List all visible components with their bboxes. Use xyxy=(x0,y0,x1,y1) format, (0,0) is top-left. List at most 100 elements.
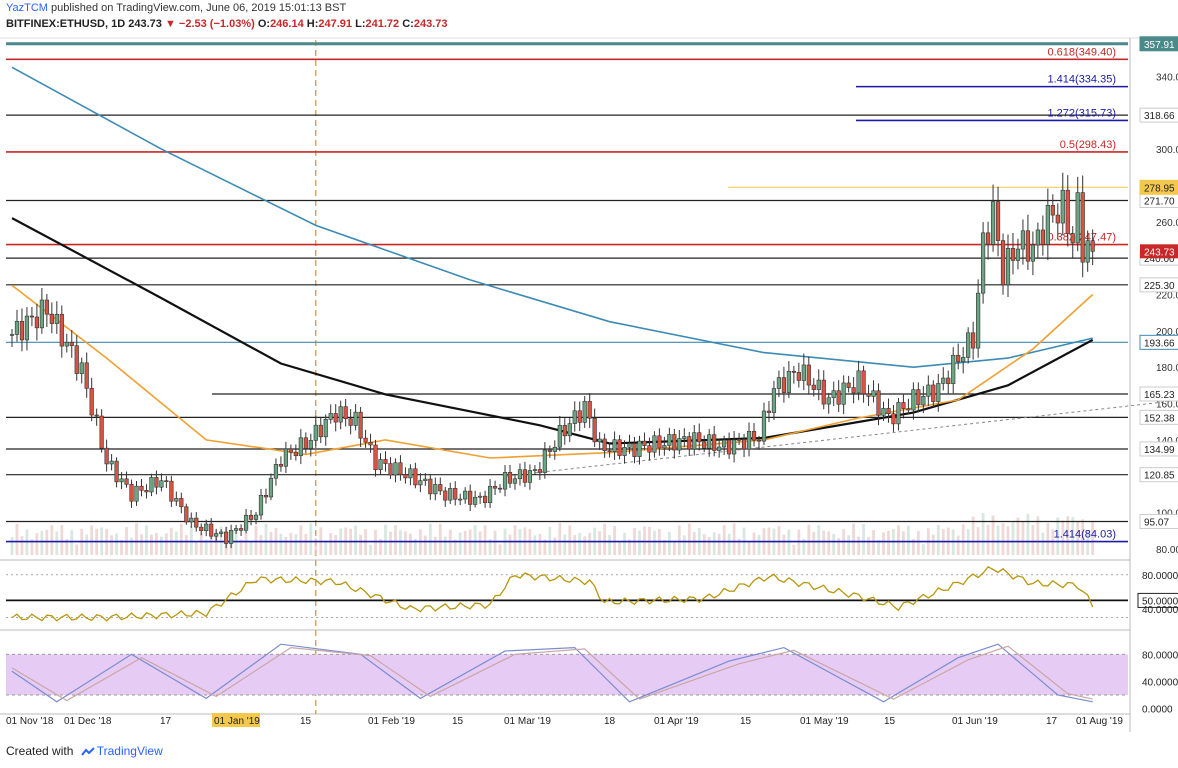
volume-bar xyxy=(140,534,143,555)
candle-body xyxy=(1070,233,1075,244)
symbol-info: BITFINEX:ETHUSD, 1D 243.73 ▼ −2.53 (−1.0… xyxy=(6,18,447,30)
candle-body xyxy=(751,431,757,441)
candle-body xyxy=(358,411,363,439)
price-level-tag xyxy=(1139,277,1178,293)
candle-body xyxy=(697,432,702,443)
candle-body xyxy=(248,514,254,520)
candle-body xyxy=(552,446,557,452)
price-level-tag xyxy=(1139,334,1178,350)
volume-bar xyxy=(60,525,64,555)
candle-body xyxy=(622,447,627,456)
candle-body xyxy=(363,437,368,443)
volume-bar xyxy=(30,539,34,555)
volume-bar xyxy=(643,526,646,555)
volume-bar xyxy=(1016,517,1020,555)
volume-bar xyxy=(882,532,885,555)
volume-bar xyxy=(687,523,691,555)
tradingview-brand[interactable]: TradingView xyxy=(96,744,163,758)
volume-bar xyxy=(672,540,676,555)
volume-bar xyxy=(1021,521,1025,555)
candle-body xyxy=(303,437,308,449)
volume-bar xyxy=(1006,526,1010,555)
candle-body xyxy=(338,406,343,423)
volume-bar xyxy=(384,524,387,555)
candle-body xyxy=(238,528,244,531)
candle-body xyxy=(896,402,901,425)
moving-average-line xyxy=(11,66,1093,369)
volume-bar xyxy=(692,532,696,555)
candle-body xyxy=(826,397,831,405)
candle-body xyxy=(682,436,687,439)
volume-bar xyxy=(852,523,856,555)
candle-body xyxy=(980,232,986,294)
volume-bar xyxy=(130,537,133,555)
volume-bar xyxy=(513,525,517,555)
candle-body xyxy=(707,434,712,449)
publish-info: YazTCM published on TradingView.com, Jun… xyxy=(6,2,346,14)
price-tick-label: 300.00 xyxy=(1156,145,1178,156)
current-price-tag xyxy=(1140,244,1178,259)
candle-body xyxy=(144,490,149,493)
volume-bar xyxy=(189,525,193,555)
volume-bar xyxy=(493,530,497,555)
volume-bar xyxy=(931,534,935,555)
volume-bar xyxy=(1066,516,1070,555)
candle-body xyxy=(109,460,114,465)
low-value: 241.72 xyxy=(365,18,400,30)
volume-bar xyxy=(115,533,118,555)
date-tick-label: 01 Feb '19 xyxy=(368,716,415,727)
candle-body xyxy=(69,341,74,346)
price-tick-label: 220.00 xyxy=(1156,290,1178,301)
price-level-tag xyxy=(1139,107,1178,123)
volume-bar xyxy=(563,534,567,555)
volume-bar xyxy=(85,534,89,555)
candle-body xyxy=(891,413,896,425)
candle-body xyxy=(348,418,353,426)
low-label: L: xyxy=(355,18,366,30)
author-link[interactable]: YazTCM xyxy=(6,2,48,14)
volume-bar xyxy=(588,532,592,555)
volume-bar xyxy=(334,535,338,555)
price-level-tag-label: 95.07 xyxy=(1144,518,1169,529)
price-level-tag xyxy=(1139,467,1178,483)
candle-body xyxy=(463,490,468,500)
volume-bar xyxy=(961,524,965,555)
candle-body xyxy=(746,431,752,450)
candle-body xyxy=(936,383,941,402)
candle-body xyxy=(433,484,438,495)
volume-bar xyxy=(394,525,397,555)
candle-body xyxy=(876,390,881,416)
volume-bar xyxy=(981,513,985,555)
candle-body xyxy=(512,478,518,484)
volume-bar xyxy=(677,525,681,555)
candle-body xyxy=(632,443,637,457)
candle-body xyxy=(597,438,602,443)
volume-bar xyxy=(877,540,880,555)
fib-level-label: 1.414(84.03) xyxy=(1054,529,1116,541)
rsi-line xyxy=(11,565,1094,622)
candle-body xyxy=(204,523,209,532)
candle-body xyxy=(99,415,104,449)
candle-body xyxy=(104,447,109,465)
candle-body xyxy=(59,313,64,347)
date-tick-label: 15 xyxy=(884,716,896,727)
volume-bar xyxy=(702,534,706,555)
candle-body xyxy=(836,390,841,405)
volume-bar xyxy=(996,525,1000,555)
volume-bar xyxy=(269,531,273,555)
volume-bar xyxy=(573,535,577,555)
candle-body xyxy=(383,459,388,464)
candle-body xyxy=(308,440,313,449)
candle-body xyxy=(916,389,921,406)
candle-body xyxy=(1010,247,1016,261)
created-with-text: Created with xyxy=(6,744,74,758)
candle-body xyxy=(507,472,513,484)
volume-bar xyxy=(219,526,223,555)
candle-body xyxy=(1000,240,1006,286)
candle-body xyxy=(961,357,966,363)
candle-body xyxy=(602,438,607,451)
volume-bar xyxy=(583,536,587,555)
volume-bar xyxy=(50,525,54,555)
volume-bar xyxy=(682,535,686,555)
